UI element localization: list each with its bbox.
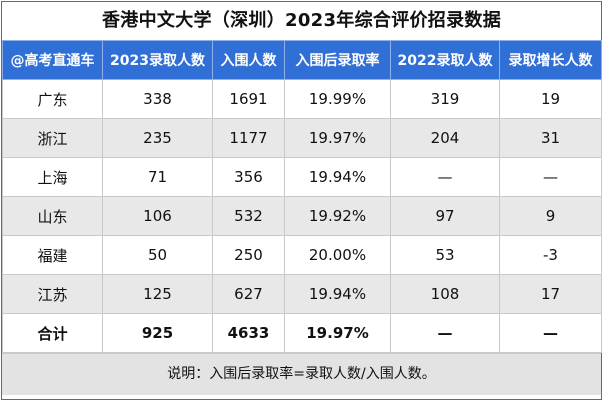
cell-growth: 17 (499, 274, 602, 314)
cell-2022-admitted: — (390, 157, 500, 197)
cell-2023-admitted: 338 (102, 79, 213, 119)
cell-2022-admitted: 319 (390, 79, 500, 119)
header-admit-rate: 入围后录取率 (284, 40, 391, 80)
cell-2022-admitted: 53 (390, 235, 500, 275)
header-source: @高考直通车 (2, 40, 103, 80)
cell-total-admit-rate: 19.97% (284, 313, 391, 353)
cell-province: 上海 (2, 157, 103, 197)
cell-2023-admitted: 50 (102, 235, 213, 275)
cell-growth: 9 (499, 196, 602, 236)
cell-admit-rate: 19.99% (284, 79, 391, 119)
header-row: @高考直通车 2023录取人数 入围人数 入围后录取率 2022录取人数 录取增… (2, 40, 602, 80)
cell-shortlisted: 627 (212, 274, 285, 314)
cell-province: 福建 (2, 235, 103, 275)
cell-total-2022-admitted: — (390, 313, 500, 353)
cell-growth: 19 (499, 79, 602, 119)
cell-admit-rate: 19.94% (284, 157, 391, 197)
cell-admit-rate: 19.97% (284, 118, 391, 158)
cell-growth: — (499, 157, 602, 197)
cell-total-label: 合计 (2, 313, 103, 353)
cell-admit-rate: 19.94% (284, 274, 391, 314)
cell-shortlisted: 532 (212, 196, 285, 236)
table-row: 江苏 125 627 19.94% 108 17 (2, 274, 602, 314)
cell-shortlisted: 1177 (212, 118, 285, 158)
cell-admit-rate: 20.00% (284, 235, 391, 275)
header-shortlisted: 入围人数 (212, 40, 285, 80)
footnote: 说明：入围后录取率=录取人数/入围人数。 (2, 353, 601, 395)
table-row: 浙江 235 1177 19.97% 204 31 (2, 118, 602, 158)
cell-admit-rate: 19.92% (284, 196, 391, 236)
cell-province: 广东 (2, 79, 103, 119)
cell-growth: -3 (499, 235, 602, 275)
header-2023-admitted: 2023录取人数 (102, 40, 213, 80)
cell-2023-admitted: 106 (102, 196, 213, 236)
cell-province: 浙江 (2, 118, 103, 158)
cell-total-growth: — (499, 313, 602, 353)
cell-2022-admitted: 204 (390, 118, 500, 158)
table-row: 福建 50 250 20.00% 53 -3 (2, 235, 602, 275)
header-2022-admitted: 2022录取人数 (390, 40, 500, 80)
cell-2023-admitted: 235 (102, 118, 213, 158)
table-row: 广东 338 1691 19.99% 319 19 (2, 79, 602, 119)
cell-province: 山东 (2, 196, 103, 236)
cell-2023-admitted: 71 (102, 157, 213, 197)
cell-shortlisted: 356 (212, 157, 285, 197)
cell-2022-admitted: 108 (390, 274, 500, 314)
total-row: 合计 925 4633 19.97% — — (2, 313, 602, 353)
cell-shortlisted: 250 (212, 235, 285, 275)
cell-2022-admitted: 97 (390, 196, 500, 236)
table-row: 山东 106 532 19.92% 97 9 (2, 196, 602, 236)
cell-2023-admitted: 125 (102, 274, 213, 314)
cell-growth: 31 (499, 118, 602, 158)
cell-total-shortlisted: 4633 (212, 313, 285, 353)
header-growth: 录取增长人数 (499, 40, 602, 80)
cell-shortlisted: 1691 (212, 79, 285, 119)
admission-table: @高考直通车 2023录取人数 入围人数 入围后录取率 2022录取人数 录取增… (2, 40, 602, 353)
cell-province: 江苏 (2, 274, 103, 314)
table-row: 上海 71 356 19.94% — — (2, 157, 602, 197)
cell-total-2023-admitted: 925 (102, 313, 213, 353)
table-title: 香港中文大学（深圳）2023年综合评价招录数据 (102, 10, 501, 31)
